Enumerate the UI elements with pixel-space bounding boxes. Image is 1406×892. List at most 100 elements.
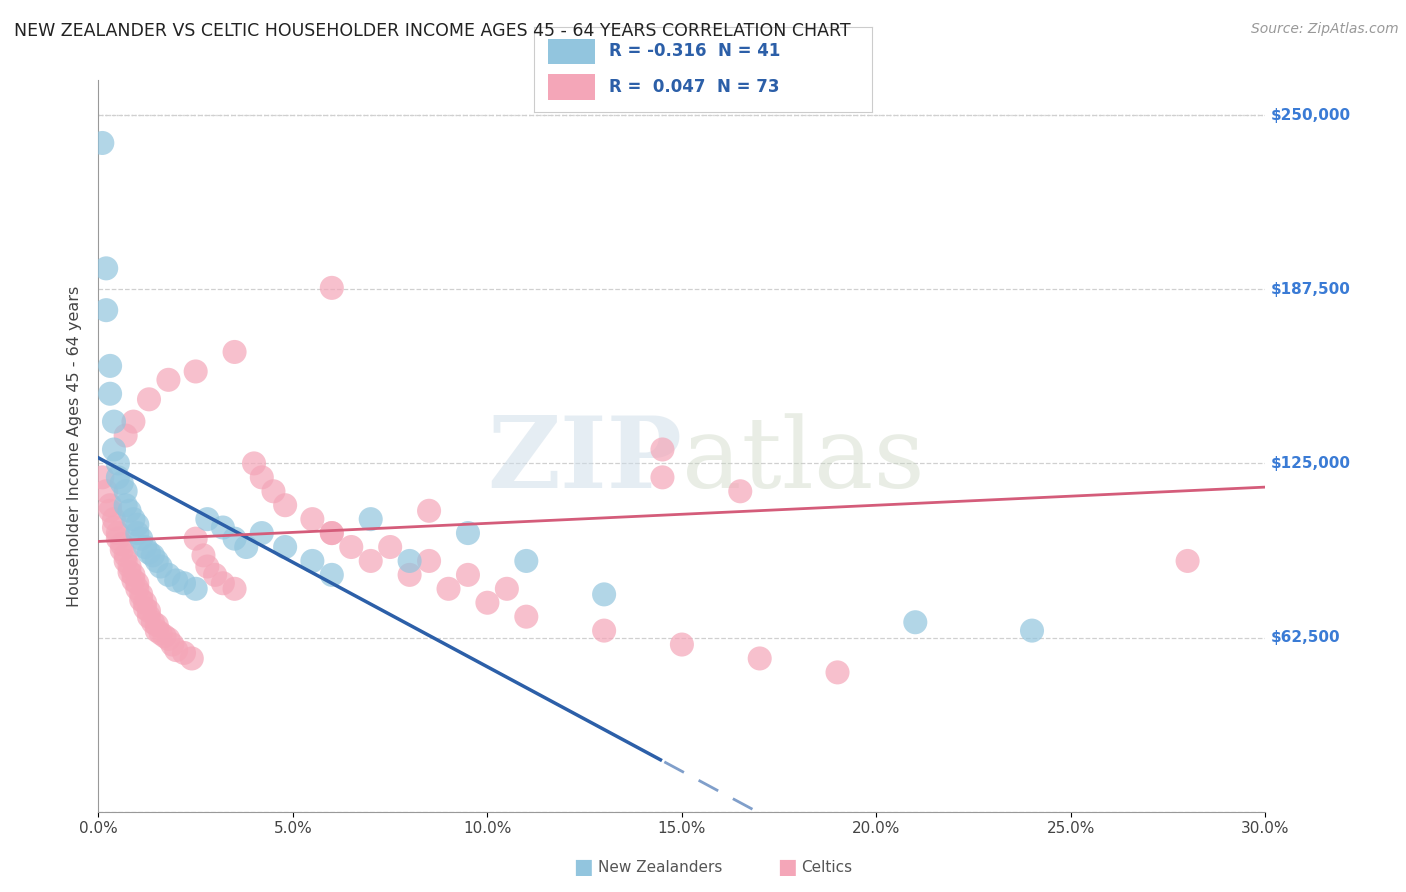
Point (671, 638, 693, 652)
Point (457, 526, 479, 541)
Text: atlas: atlas (682, 413, 925, 508)
Point (173, 646, 195, 660)
Text: Source: ZipAtlas.com: Source: ZipAtlas.com (1251, 22, 1399, 37)
Point (204, 567, 226, 582)
Point (122, 512, 145, 526)
Point (321, 567, 343, 582)
Point (184, 364, 207, 378)
Point (515, 609, 537, 624)
Text: $187,500: $187,500 (1271, 282, 1351, 297)
Point (138, 392, 160, 407)
Point (138, 609, 160, 624)
Point (129, 532, 152, 546)
Point (103, 415, 125, 429)
Point (118, 565, 141, 579)
Bar (548, 38, 595, 64)
Point (250, 526, 273, 541)
Point (157, 373, 180, 387)
Point (224, 532, 246, 546)
Point (103, 520, 125, 534)
Point (129, 593, 152, 607)
Point (96, 484, 118, 499)
Text: New Zealanders: New Zealanders (598, 860, 721, 874)
Point (107, 532, 129, 546)
Text: NEW ZEALANDER VS CELTIC HOUSEHOLDER INCOME AGES 45 - 64 YEARS CORRELATION CHART: NEW ZEALANDER VS CELTIC HOUSEHOLDER INCO… (14, 22, 851, 40)
Point (457, 567, 479, 582)
Point (114, 554, 136, 568)
Point (301, 554, 323, 568)
Point (157, 567, 180, 582)
Text: ■: ■ (778, 857, 797, 877)
Point (146, 624, 169, 638)
Point (111, 475, 134, 490)
Point (107, 470, 129, 484)
Point (114, 428, 136, 442)
Point (340, 540, 363, 554)
Point (418, 554, 440, 568)
Point (165, 643, 187, 657)
Point (224, 345, 246, 359)
Point (111, 542, 134, 557)
Point (107, 526, 129, 541)
Point (274, 540, 297, 554)
Bar (548, 74, 595, 100)
Point (437, 582, 460, 596)
Point (398, 554, 420, 568)
Point (98, 386, 121, 401)
Point (98, 498, 121, 512)
Point (1177, 554, 1199, 568)
Point (195, 512, 218, 526)
Point (142, 615, 165, 630)
Point (114, 484, 136, 499)
Point (250, 470, 273, 484)
Point (904, 615, 927, 630)
Point (162, 638, 184, 652)
Text: $250,000: $250,000 (1271, 108, 1351, 122)
Text: Celtics: Celtics (801, 860, 852, 874)
Point (274, 498, 297, 512)
Point (118, 559, 141, 574)
Point (134, 540, 156, 554)
Point (748, 651, 770, 665)
Point (730, 484, 752, 499)
Point (153, 629, 176, 643)
Point (142, 549, 165, 563)
Point (195, 559, 218, 574)
Point (129, 587, 152, 601)
Point (122, 574, 145, 588)
Point (107, 457, 129, 471)
Point (146, 554, 169, 568)
Point (593, 587, 616, 601)
Point (98, 359, 121, 373)
Point (134, 596, 156, 610)
Point (827, 665, 849, 680)
Point (495, 582, 517, 596)
Point (193, 549, 215, 563)
Text: R =  0.047  N = 73: R = 0.047 N = 73 (609, 78, 779, 96)
Point (127, 517, 149, 532)
Point (243, 457, 266, 471)
Point (149, 626, 172, 640)
Point (114, 549, 136, 563)
Point (360, 554, 382, 568)
Point (321, 526, 343, 541)
Point (515, 554, 537, 568)
Point (114, 498, 136, 512)
Point (212, 520, 235, 534)
Point (184, 532, 207, 546)
Point (398, 567, 420, 582)
Text: R = -0.316  N = 41: R = -0.316 N = 41 (609, 42, 780, 61)
Point (321, 526, 343, 541)
Point (224, 582, 246, 596)
Point (134, 601, 156, 615)
Point (146, 618, 169, 632)
Point (157, 632, 180, 646)
Point (149, 559, 172, 574)
Text: ■: ■ (574, 857, 593, 877)
Point (127, 582, 149, 596)
Point (127, 526, 149, 541)
Point (165, 574, 187, 588)
Point (138, 604, 160, 618)
Point (212, 576, 235, 591)
Point (98, 504, 121, 518)
